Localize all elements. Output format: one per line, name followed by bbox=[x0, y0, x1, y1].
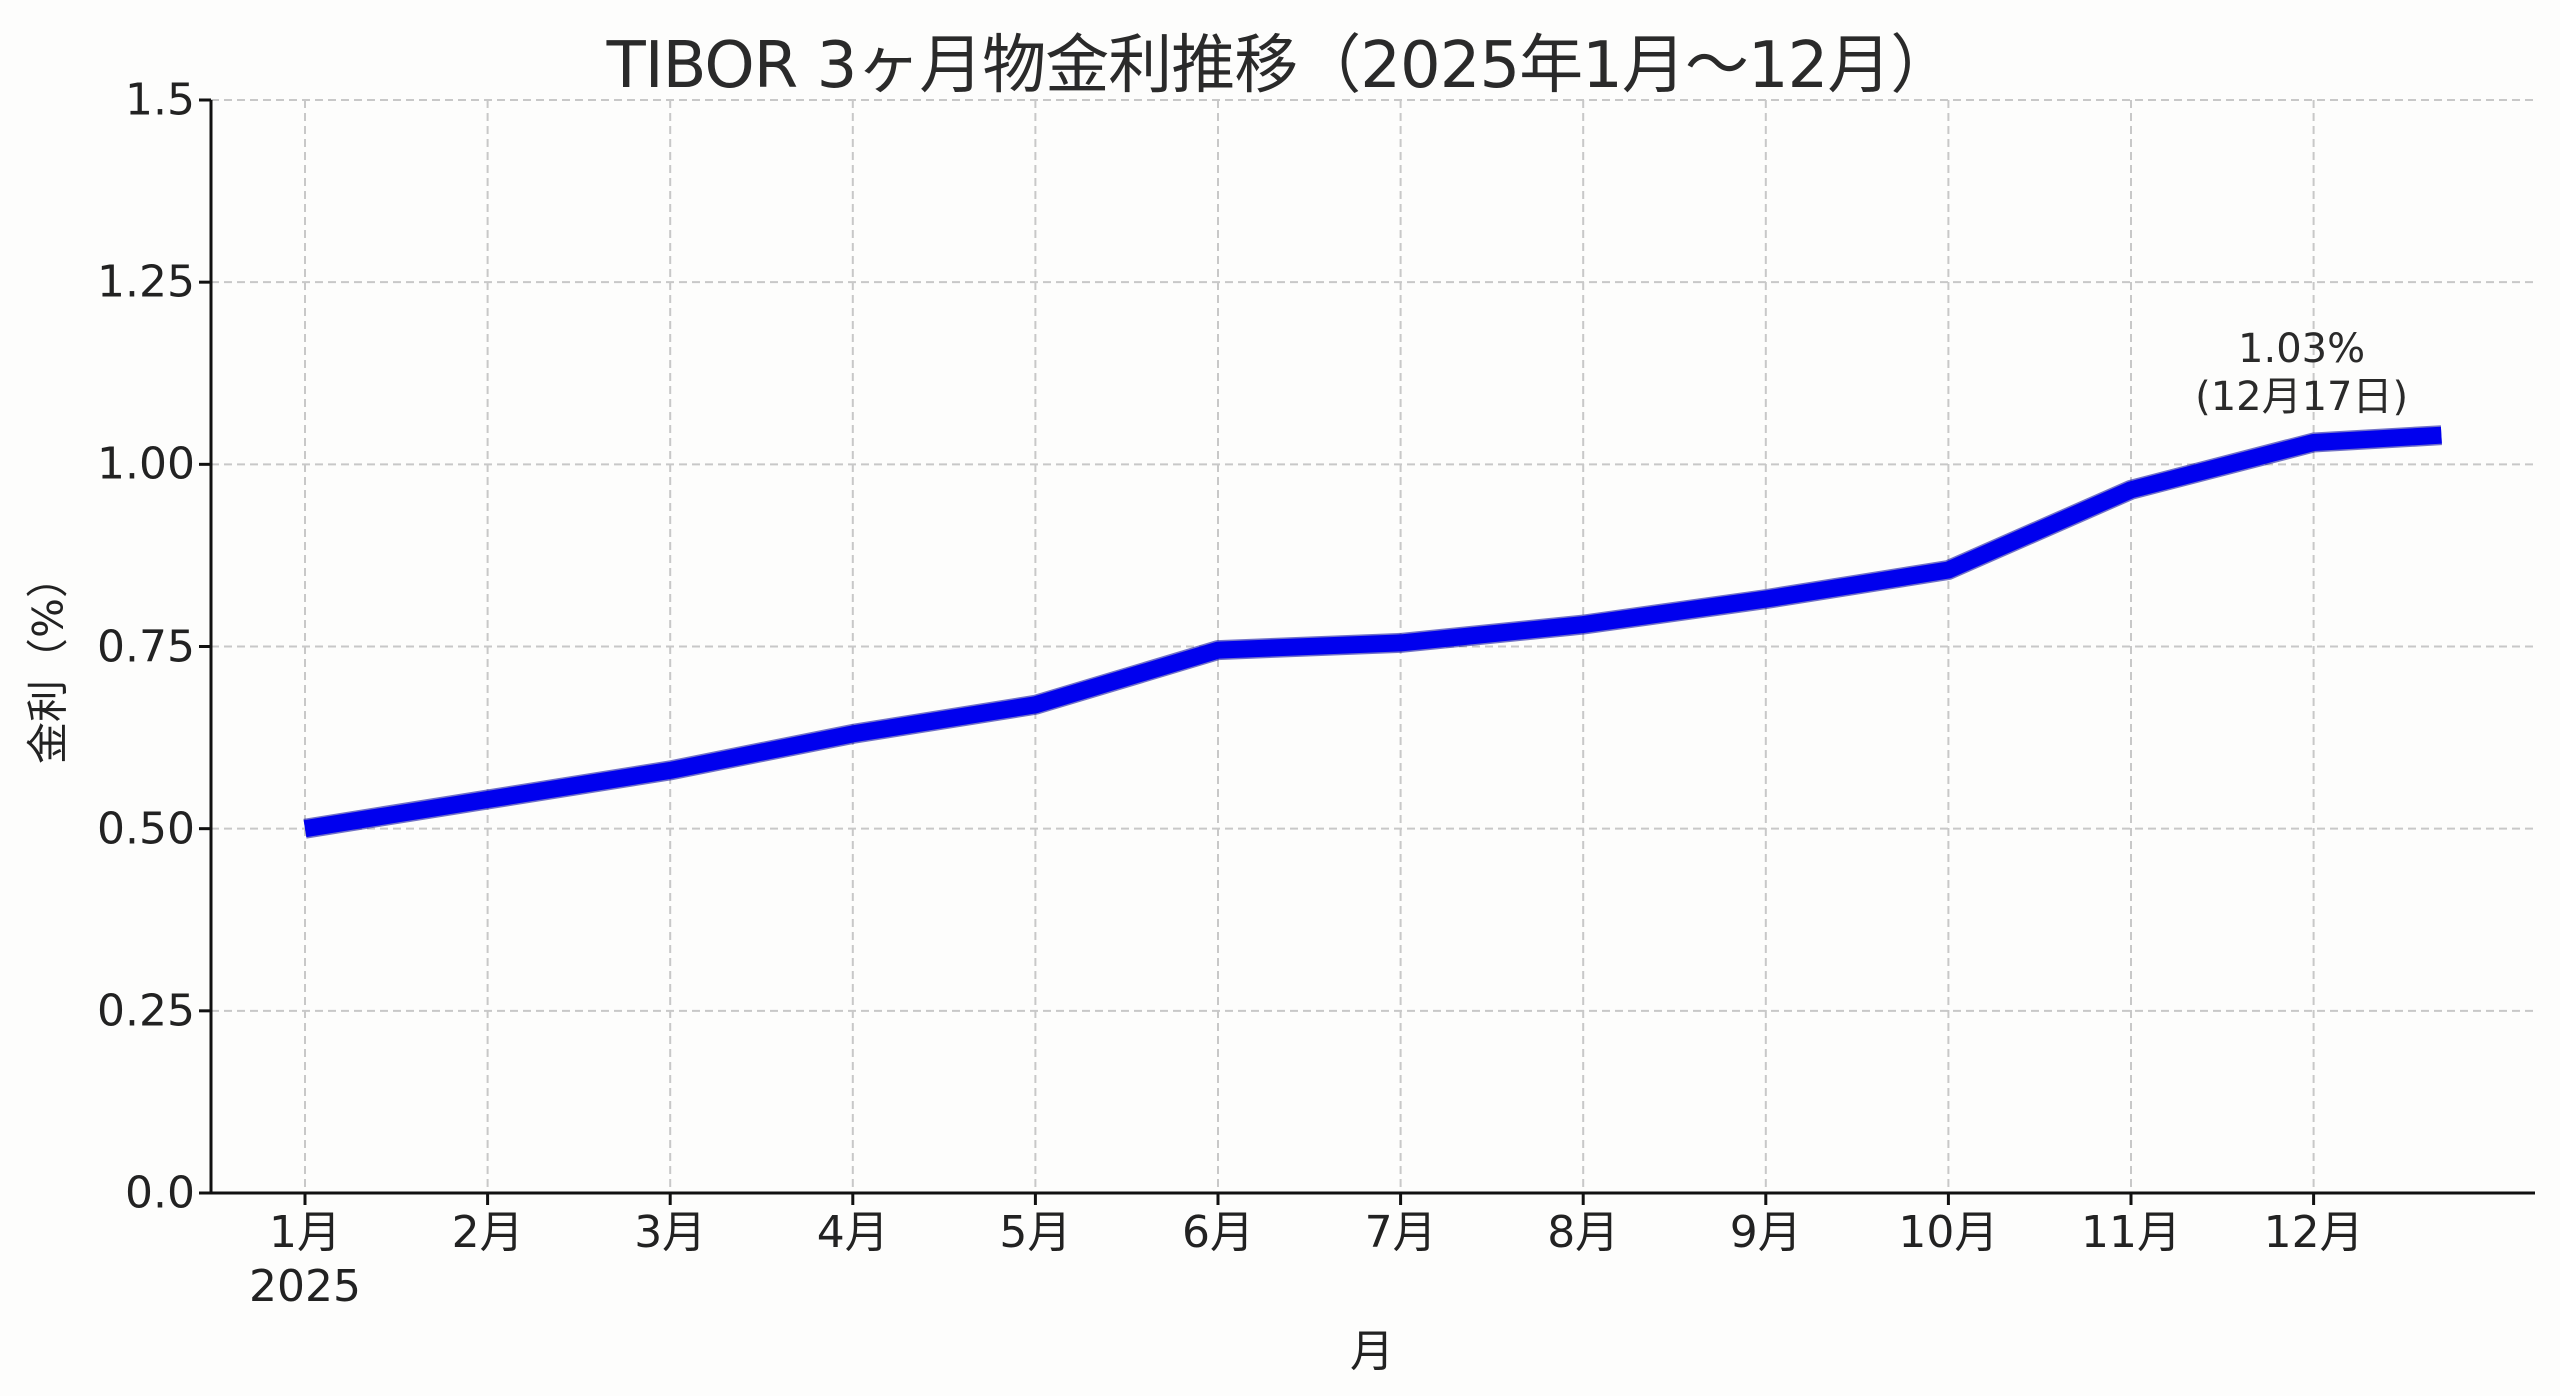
x-tick-label: 4月 bbox=[817, 1206, 889, 1260]
y-tick-label: 1.00 bbox=[97, 438, 195, 490]
x-tick-label: 2月 bbox=[452, 1206, 524, 1260]
x-tick-text: 12月 bbox=[2263, 1207, 2364, 1258]
y-tick-label: 0.25 bbox=[97, 985, 195, 1037]
x-tick-text: 10月 bbox=[1898, 1207, 1999, 1258]
x-tick-text: 3月 bbox=[634, 1207, 707, 1258]
x-tick-text: 1月 bbox=[268, 1207, 341, 1258]
x-tick-label: 1月 2025 bbox=[249, 1206, 361, 1314]
x-tick-text: 7月 bbox=[1364, 1207, 1437, 1258]
x-tick-text: 8月 bbox=[1547, 1207, 1620, 1258]
x-tick-label: 3月 bbox=[634, 1206, 706, 1260]
y-tick-label: 0.0 bbox=[125, 1167, 195, 1219]
x-tick-text: 5月 bbox=[999, 1207, 1072, 1258]
annotation-value: 1.03% bbox=[2238, 326, 2366, 373]
y-tick-label: 1.25 bbox=[97, 256, 195, 308]
x-tick-text: 11月 bbox=[2081, 1207, 2181, 1258]
series-line bbox=[303, 426, 2442, 838]
x-tick-text: 4月 bbox=[816, 1207, 889, 1258]
y-tick-label: 0.50 bbox=[97, 803, 195, 855]
x-tick-year: 2025 bbox=[249, 1261, 361, 1312]
x-tick-label: 10月 bbox=[1898, 1206, 1998, 1260]
gridlines bbox=[211, 99, 2535, 1193]
y-tick-label: 1.5 bbox=[125, 74, 195, 126]
x-tick-text: 9月 bbox=[1729, 1207, 1802, 1258]
chart-title: TIBOR 3ヶ月物金利推移（2025年1月〜12月） bbox=[606, 29, 1955, 103]
x-tick-text: 6月 bbox=[1182, 1207, 1254, 1258]
x-tick-label: 11月 bbox=[2081, 1206, 2181, 1260]
data-annotation: 1.03% (12月17日) bbox=[2195, 325, 2408, 421]
x-axis-label: 月 bbox=[1350, 1326, 1394, 1377]
x-tick-label: 9月 bbox=[1730, 1206, 1802, 1260]
annotation-date: (12月17日) bbox=[2195, 374, 2409, 421]
x-tick-label: 6月 bbox=[1182, 1206, 1254, 1260]
series-layer bbox=[303, 425, 2442, 839]
x-tick-text: 2月 bbox=[451, 1207, 524, 1258]
y-tick-label: 0.75 bbox=[97, 621, 195, 672]
x-tick-label: 5月 bbox=[999, 1206, 1071, 1260]
y-axis-label: 金利（%） bbox=[23, 556, 73, 764]
axes bbox=[199, 98, 2535, 1205]
x-tick-label: 8月 bbox=[1547, 1206, 1619, 1260]
x-tick-label: 12月 bbox=[2264, 1206, 2364, 1260]
x-tick-label: 7月 bbox=[1365, 1206, 1437, 1260]
